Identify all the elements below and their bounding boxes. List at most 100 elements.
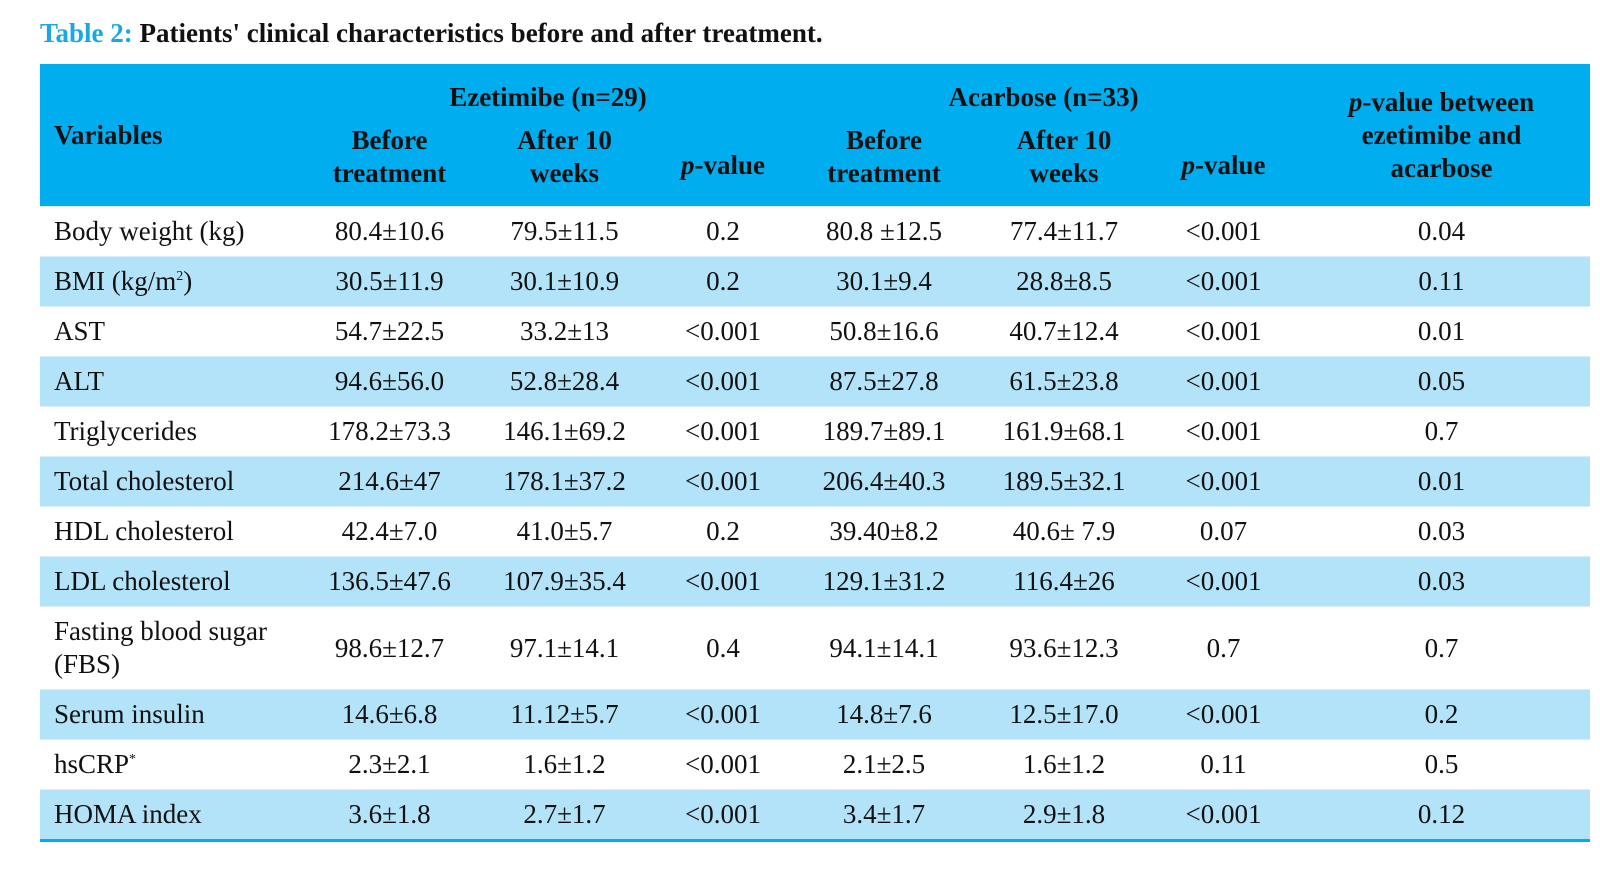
cell-p-between: 0.05 [1293,356,1591,407]
cell-ezetimibe-after: 1.6±1.2 [477,739,652,790]
header-ezetimibe-before: Before treatment [302,124,477,207]
header-variables: Variables [40,64,302,207]
cell-ezetimibe-before: 136.5±47.6 [302,556,477,607]
table-row: Fasting blood sugar (FBS) 98.6±12.7 97.1±1… [40,606,1591,690]
table-row: Body weight (kg) 80.4±10.6 79.5±11.5 0.2 80.… [40,206,1591,257]
cell-acarbose-before: 14.8±7.6 [794,689,975,740]
header-between-line1: -value between [1362,86,1535,117]
cell-acarbose-pvalue: <0.001 [1154,456,1294,507]
before-line1: Before [351,125,428,155]
cell-acarbose-before: 94.1±14.1 [794,606,975,690]
cell-acarbose-pvalue: <0.001 [1154,306,1294,357]
cell-acarbose-pvalue: 0.7 [1154,606,1294,690]
variable-name: Total cholesterol [54,466,235,496]
cell-acarbose-before: 3.4±1.7 [794,789,975,842]
cell-acarbose-after: 116.4±26 [974,556,1155,607]
table-row: Triglycerides 178.2±73.3 146.1±69.2 <0.001 1… [40,406,1591,457]
header-between-line3: acarbose [1390,152,1493,183]
cell-acarbose-after: 40.6± 7.9 [974,506,1155,557]
variable-name: HOMA index [54,799,202,829]
cell-acarbose-before: 80.8 ±12.5 [794,206,975,257]
cell-p-between: 0.7 [1293,606,1591,690]
cell-acarbose-after: 12.5±17.0 [974,689,1155,740]
cell-ezetimibe-before: 42.4±7.0 [302,506,477,557]
cell-ezetimibe-after: 52.8±28.4 [477,356,652,407]
cell-ezetimibe-pvalue: 0.4 [652,606,795,690]
variable-name: HDL cholesterol [54,516,234,546]
row-variable: hsCRP* [40,739,302,790]
cell-acarbose-pvalue: <0.001 [1154,406,1294,457]
row-variable: Fasting blood sugar (FBS) [40,606,302,690]
cell-p-between: 0.04 [1293,206,1591,257]
before-line2: treatment [332,158,447,188]
table-row: HOMA index 3.6±1.8 2.7±1.7 <0.001 3.4±1.7 2.9… [40,789,1591,842]
cell-p-between: 0.5 [1293,739,1591,790]
p-italic: p [681,149,695,180]
cell-ezetimibe-before: 3.6±1.8 [302,789,477,842]
cell-acarbose-pvalue: 0.11 [1154,739,1294,790]
cell-ezetimibe-before: 94.6±56.0 [302,356,477,407]
cell-acarbose-before: 50.8±16.6 [794,306,975,357]
cell-acarbose-after: 161.9±68.1 [974,406,1155,457]
cell-ezetimibe-after: 79.5±11.5 [477,206,652,257]
cell-ezetimibe-after: 30.1±10.9 [477,256,652,307]
variable-name: LDL cholesterol [54,566,231,596]
before-line2: treatment [827,158,941,188]
cell-ezetimibe-after: 41.0±5.7 [477,506,652,557]
cell-ezetimibe-before: 14.6±6.8 [302,689,477,740]
variable-name: hsCRP [54,749,130,779]
cell-acarbose-pvalue: <0.001 [1154,689,1294,740]
table-row: BMI (kg/m2) 30.5±11.9 30.1±10.9 0.2 30.1±9.4… [40,256,1591,307]
header-acarbose-group: Acarbose (n=33) [794,64,1294,124]
cell-ezetimibe-before: 214.6±47 [302,456,477,507]
cell-acarbose-before: 189.7±89.1 [794,406,975,457]
header-acarbose-pvalue: p-value [1154,124,1294,207]
row-variable: Serum insulin [40,689,302,740]
p-rest: -value [1195,149,1266,180]
cell-p-between: 0.01 [1293,306,1591,357]
cell-ezetimibe-pvalue: <0.001 [652,739,795,790]
cell-ezetimibe-pvalue: <0.001 [652,356,795,407]
cell-acarbose-after: 189.5±32.1 [974,456,1155,507]
cell-ezetimibe-after: 2.7±1.7 [477,789,652,842]
cell-ezetimibe-after: 146.1±69.2 [477,406,652,457]
table-row: AST 54.7±22.5 33.2±13 <0.001 50.8±16.6 40.7±1… [40,306,1591,357]
cell-acarbose-after: 2.9±1.8 [974,789,1155,842]
variable-superscript: 2 [176,269,184,284]
cell-ezetimibe-before: 98.6±12.7 [302,606,477,690]
cell-ezetimibe-before: 30.5±11.9 [302,256,477,307]
variable-name: Triglycerides [54,416,197,446]
cell-ezetimibe-before: 178.2±73.3 [302,406,477,457]
cell-p-between: 0.01 [1293,456,1591,507]
after-line2: weeks [530,158,599,188]
cell-acarbose-before: 39.40±8.2 [794,506,975,557]
before-line1: Before [846,125,922,155]
p-italic: p [1181,149,1196,180]
cell-acarbose-after: 93.6±12.3 [974,606,1155,690]
cell-acarbose-pvalue: <0.001 [1154,556,1294,607]
clinical-characteristics-table: Variables Ezetimibe (n=29) Acarbose (n=3… [40,64,1591,842]
variable-name: BMI (kg/m [54,266,177,296]
cell-ezetimibe-after: 178.1±37.2 [477,456,652,507]
cell-ezetimibe-pvalue: 0.2 [652,206,795,257]
header-ezetimibe-pvalue: p-value [652,124,795,207]
row-variable: HOMA index [40,789,302,842]
cell-acarbose-after: 40.7±12.4 [974,306,1155,357]
cell-p-between: 0.03 [1293,556,1591,607]
cell-acarbose-pvalue: 0.07 [1154,506,1294,557]
cell-acarbose-after: 28.8±8.5 [974,256,1155,307]
table-label: Table 2: [40,18,133,48]
cell-ezetimibe-pvalue: <0.001 [652,456,795,507]
variable-name: Serum insulin [54,699,205,729]
header-p-between: p-value between ezetimibe and acarbose [1293,64,1591,207]
row-variable: HDL cholesterol [40,506,302,557]
variable-superscript: * [129,752,137,767]
after-line1: After 10 [1016,125,1112,155]
cell-ezetimibe-before: 80.4±10.6 [302,206,477,257]
cell-ezetimibe-pvalue: 0.2 [652,256,795,307]
header-between-line2: ezetimibe and [1361,119,1522,150]
cell-ezetimibe-pvalue: <0.001 [652,406,795,457]
cell-acarbose-before: 206.4±40.3 [794,456,975,507]
cell-p-between: 0.2 [1293,689,1591,740]
row-variable: Body weight (kg) [40,206,302,257]
